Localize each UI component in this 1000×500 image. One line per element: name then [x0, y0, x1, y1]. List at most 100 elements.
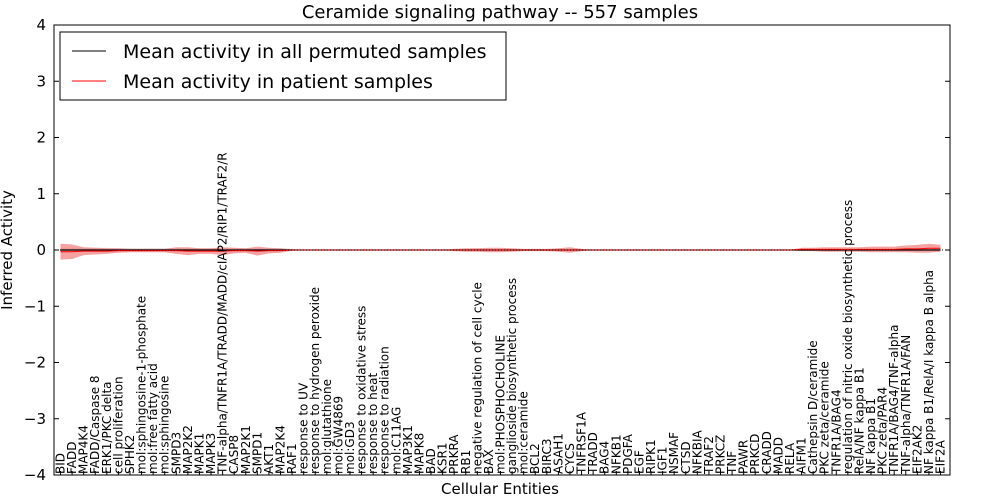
entity-label: RIPK1 [644, 439, 658, 474]
entity-label: mol:ceramide [517, 391, 531, 474]
entity-label: SPHK2 [123, 435, 137, 474]
entity-label: CTSD [679, 441, 693, 474]
entity-label: NFKBIA [690, 429, 704, 474]
entity-label: TRADD [586, 432, 600, 475]
entity-label: CYCS [563, 443, 577, 474]
entity-label: RAF1 [285, 443, 299, 474]
y-tick-label: 4 [36, 16, 46, 34]
entity-label: mol:C11AG [389, 407, 403, 474]
y-tick-label: 1 [36, 185, 46, 203]
entity-label: mol:PHOSPHOCHOLINE [494, 335, 508, 474]
entity-label: ASAH1 [551, 433, 565, 474]
entity-label: MAP2K1 [239, 425, 253, 474]
legend: Mean activity in all permuted samples Me… [59, 31, 507, 101]
entity-label: BID [54, 453, 68, 474]
entity-label: NFKB1 [609, 434, 623, 474]
entity-label: mol:sphingosine [158, 376, 172, 474]
entity-label: BAX [482, 449, 496, 474]
entity-label: AIFM1 [795, 437, 809, 474]
y-axis: −4 −3 −2 −1 0 1 2 3 4 [24, 16, 950, 484]
entity-label: PDGFA [621, 433, 635, 474]
y-axis-title: Inferred Activity [0, 190, 16, 310]
entity-label: negative regulation of cell cycle [470, 282, 484, 474]
confidence-bands [60, 243, 941, 260]
entity-label: PAWR [737, 440, 751, 474]
entity-label: BCL2 [528, 443, 542, 474]
entity-label: ganglioside biosynthetic process [505, 278, 519, 474]
entity-label: TNF-alpha/TNFR1A/FAN [899, 335, 913, 475]
series-line-patient [60, 247, 941, 253]
legend-label-permuted: Mean activity in all permuted samples [123, 41, 486, 63]
entity-label: MAP2K2 [181, 425, 195, 474]
entity-label: IGF1 [656, 447, 670, 474]
entity-label: response to heat [366, 372, 380, 474]
entity-label: CASP8 [227, 435, 241, 474]
entity-label: PKC zeta/ceramide [818, 361, 832, 474]
entity-label: FADD/Caspase 8 [88, 375, 102, 474]
entity-label: regulation of nitric oxide biosynthetic … [841, 200, 855, 474]
entity-label: MAPK3 [204, 433, 218, 474]
entity-label: NF kappa B1 [864, 398, 878, 474]
entity-label: RelA/NF kappa B1 [852, 367, 866, 474]
entity-label: Cathepsin D/ceramide [806, 340, 820, 474]
y-tick-label: −1 [24, 297, 46, 315]
y-tick-label: 0 [36, 241, 46, 259]
entity-label: MAP2K4 [274, 425, 288, 474]
entity-label: KSR1 [436, 443, 450, 474]
legend-box [59, 31, 507, 101]
entity-label: TNFRSF1A [575, 411, 589, 475]
plot-frame [53, 24, 951, 476]
entity-label: response to radiation [378, 346, 392, 474]
y-tick-label: 2 [36, 129, 46, 147]
entity-label: BIRC3 [540, 438, 554, 474]
entity-label: RELA [783, 442, 797, 474]
entity-label: ERK1/PKC delta [100, 381, 114, 474]
entity-label: MAPK1 [192, 433, 206, 474]
series-lines [54, 247, 950, 253]
entity-label: cell proliferation [111, 376, 125, 474]
entity-label: TNFR1A/BAG4 [829, 389, 843, 475]
entity-label: RB1 [459, 450, 473, 474]
entity-label: mol:GD3 [343, 421, 357, 474]
band-patient [60, 243, 941, 260]
entity-label: SMPD3 [169, 432, 183, 474]
entity-label: BAD [424, 448, 438, 474]
chart-title: Ceramide signaling pathway -- 557 sample… [302, 2, 698, 23]
entity-label: NSMAF [667, 432, 681, 474]
entity-label: MADD [771, 437, 785, 474]
entity-label: TRAF2 [702, 436, 716, 475]
entity-label: PRKRA [447, 434, 461, 474]
entity-label: TNF-alpha/TNFR1A/TRADD/MADD/cIAP2/RIP1/T… [216, 152, 230, 475]
y-tick-label: −2 [24, 354, 46, 372]
entity-label: AKT1 [262, 444, 276, 474]
entity-label: NF kappa B1/RelA/I kappa B alpha [922, 270, 936, 474]
entity-label: mol:sphingosine-1-phosphate [135, 296, 149, 474]
entity-label: response to hydrogen peroxide [308, 287, 322, 474]
y-tick-label: 3 [36, 72, 46, 90]
entity-label: PKC zeta/PAR4 [876, 387, 890, 474]
entity-label: TNF [725, 451, 739, 475]
entity-label: mol:GW4869 [331, 396, 345, 474]
y-tick-label: −3 [24, 410, 46, 428]
x-axis-title: Cellular Entities [441, 480, 559, 498]
entity-label: TNFR1A/BAG4/TNF-alpha [887, 325, 901, 475]
entity-label: SMPD1 [250, 432, 264, 474]
entity-label: mol:glutathione [320, 379, 334, 474]
y-tick-label: −4 [24, 466, 46, 484]
entity-label: PRKCZ [714, 435, 728, 474]
entity-label: MAPK8 [412, 433, 426, 474]
entity-label: response to UV [297, 382, 311, 474]
entity-label: FADD [65, 442, 79, 475]
entity-label: response to oxidative stress [355, 306, 369, 474]
entity-label: BAG4 [598, 441, 612, 474]
entity-label: mol:free fatty acid [146, 363, 160, 474]
entity-label: PRKCD [748, 434, 762, 474]
entity-label: EGF [632, 450, 646, 474]
legend-label-patient: Mean activity in patient samples [123, 71, 433, 93]
entity-label: EIF2AK2 [910, 425, 924, 474]
entity-label: MAP3K1 [401, 425, 415, 474]
entity-label: MAP4K4 [77, 425, 91, 474]
entity-label: CRADD [760, 431, 774, 474]
